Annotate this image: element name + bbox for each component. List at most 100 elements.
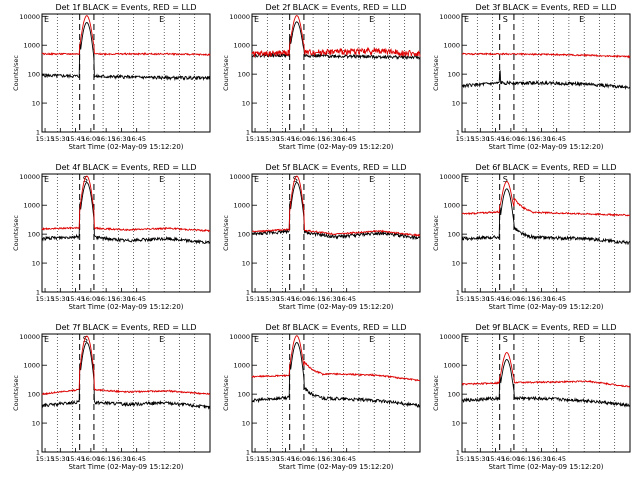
panel-title: Det 2f BLACK = Events, RED = LLD — [265, 3, 406, 12]
x-tick-label: 16:00 — [292, 295, 311, 303]
y-tick-label: 10 — [32, 100, 40, 108]
x-tick-label: 16:30 — [112, 295, 131, 303]
x-tick-label: 16:00 — [82, 455, 101, 463]
y-axis-label: Counts/sec — [432, 215, 440, 251]
x-tick-label: 15:45 — [276, 135, 295, 143]
y-tick-label: 1000 — [443, 42, 460, 50]
y-tick-label: 100 — [28, 231, 40, 239]
x-tick-label: 16:45 — [337, 295, 356, 303]
y-tick-label: 1 — [246, 289, 250, 297]
e-marker-left: E — [254, 15, 259, 24]
y-tick-label: 10000 — [229, 333, 250, 341]
y-tick-label: 10000 — [19, 333, 40, 341]
x-tick-label: 16:00 — [82, 135, 101, 143]
y-axis-label: Counts/sec — [12, 375, 20, 411]
x-tick-label: 16:00 — [82, 295, 101, 303]
x-tick-label: 15:30 — [261, 455, 280, 463]
x-tick-label: 16:30 — [112, 455, 131, 463]
lld-series-line — [41, 175, 211, 233]
panel-title: Det 9f BLACK = Events, RED = LLD — [475, 323, 616, 332]
panel-title: Det 8f BLACK = Events, RED = LLD — [265, 323, 406, 332]
e-marker-right: E — [579, 15, 584, 24]
y-tick-label: 10 — [452, 260, 460, 268]
y-tick-label: 100 — [448, 71, 460, 79]
events-series-line — [461, 359, 631, 408]
y-axis-label: Counts/sec — [12, 55, 20, 91]
x-tick-label: 15:45 — [276, 295, 295, 303]
e-marker-left: E — [44, 175, 49, 184]
x-tick-label: 16:45 — [127, 135, 146, 143]
x-tick-label: 15:15 — [456, 295, 475, 303]
y-tick-label: 10 — [452, 420, 460, 428]
x-tick-label: 16:00 — [292, 135, 311, 143]
y-tick-label: 10000 — [439, 333, 460, 341]
x-tick-label: 15:45 — [66, 135, 85, 143]
x-tick-label: 16:45 — [337, 455, 356, 463]
events-series-line — [41, 22, 211, 82]
lld-series-line — [251, 15, 421, 58]
x-tick-label: 16:15 — [97, 295, 116, 303]
y-axis-label: Counts/sec — [222, 55, 230, 91]
x-axis-label: Start Time (02-May-09 15:12:20) — [68, 143, 183, 151]
y-axis-label: Counts/sec — [12, 215, 20, 251]
panel-title: Det 3f BLACK = Events, RED = LLD — [475, 3, 616, 12]
x-tick-label: 16:15 — [307, 295, 326, 303]
y-tick-label: 10000 — [19, 173, 40, 181]
y-tick-label: 10000 — [229, 13, 250, 21]
y-tick-label: 100 — [448, 391, 460, 399]
y-tick-label: 1 — [456, 449, 460, 457]
e-marker-right: E — [159, 15, 164, 24]
x-tick-label: 16:45 — [547, 295, 566, 303]
s-marker: S — [503, 15, 508, 24]
s-marker: S — [83, 335, 88, 344]
events-series-line — [461, 70, 631, 91]
x-tick-label: 15:30 — [261, 295, 280, 303]
plot-frame — [461, 13, 631, 133]
e-marker-right: E — [579, 335, 584, 344]
panel-title: Det 6f BLACK = Events, RED = LLD — [475, 163, 616, 172]
y-tick-label: 10000 — [229, 173, 250, 181]
e-marker-left: E — [464, 175, 469, 184]
y-tick-label: 1000 — [233, 202, 250, 210]
x-tick-label: 16:15 — [307, 455, 326, 463]
e-marker-left: E — [464, 335, 469, 344]
y-tick-label: 10000 — [19, 13, 40, 21]
y-tick-label: 100 — [28, 391, 40, 399]
y-tick-label: 1 — [36, 289, 40, 297]
x-tick-label: 15:15 — [36, 135, 55, 143]
x-tick-label: 16:30 — [532, 455, 551, 463]
e-marker-left: E — [44, 335, 49, 344]
x-tick-label: 15:15 — [246, 295, 265, 303]
plot-frame — [251, 13, 421, 133]
x-tick-label: 15:30 — [471, 295, 490, 303]
x-tick-label: 15:45 — [66, 295, 85, 303]
y-tick-label: 100 — [238, 391, 250, 399]
lld-series-line — [461, 181, 631, 217]
x-tick-label: 15:45 — [486, 455, 505, 463]
x-axis-label: Start Time (02-May-09 15:12:20) — [278, 143, 393, 151]
y-axis-label: Counts/sec — [222, 215, 230, 251]
y-axis-label: Counts/sec — [432, 375, 440, 411]
x-tick-label: 16:30 — [322, 135, 341, 143]
x-axis-label: Start Time (02-May-09 15:12:20) — [68, 463, 183, 471]
y-tick-label: 1000 — [233, 42, 250, 50]
x-axis-label: Start Time (02-May-09 15:12:20) — [488, 463, 603, 471]
e-marker-left: E — [254, 335, 259, 344]
x-tick-label: 15:30 — [471, 135, 490, 143]
y-tick-label: 100 — [238, 231, 250, 239]
y-axis-label: Counts/sec — [432, 55, 440, 91]
x-tick-label: 15:45 — [486, 295, 505, 303]
y-tick-label: 10 — [32, 260, 40, 268]
events-series-line — [251, 342, 421, 408]
x-tick-label: 16:30 — [532, 135, 551, 143]
e-marker-right: E — [369, 335, 374, 344]
x-tick-label: 15:30 — [51, 135, 70, 143]
lld-series-line — [41, 15, 211, 57]
x-tick-label: 15:30 — [51, 295, 70, 303]
y-tick-label: 1000 — [443, 202, 460, 210]
x-tick-label: 16:30 — [112, 135, 131, 143]
y-tick-label: 10 — [242, 100, 250, 108]
y-tick-label: 10 — [452, 100, 460, 108]
plot-frame — [461, 173, 631, 293]
plot-frame — [251, 333, 421, 453]
